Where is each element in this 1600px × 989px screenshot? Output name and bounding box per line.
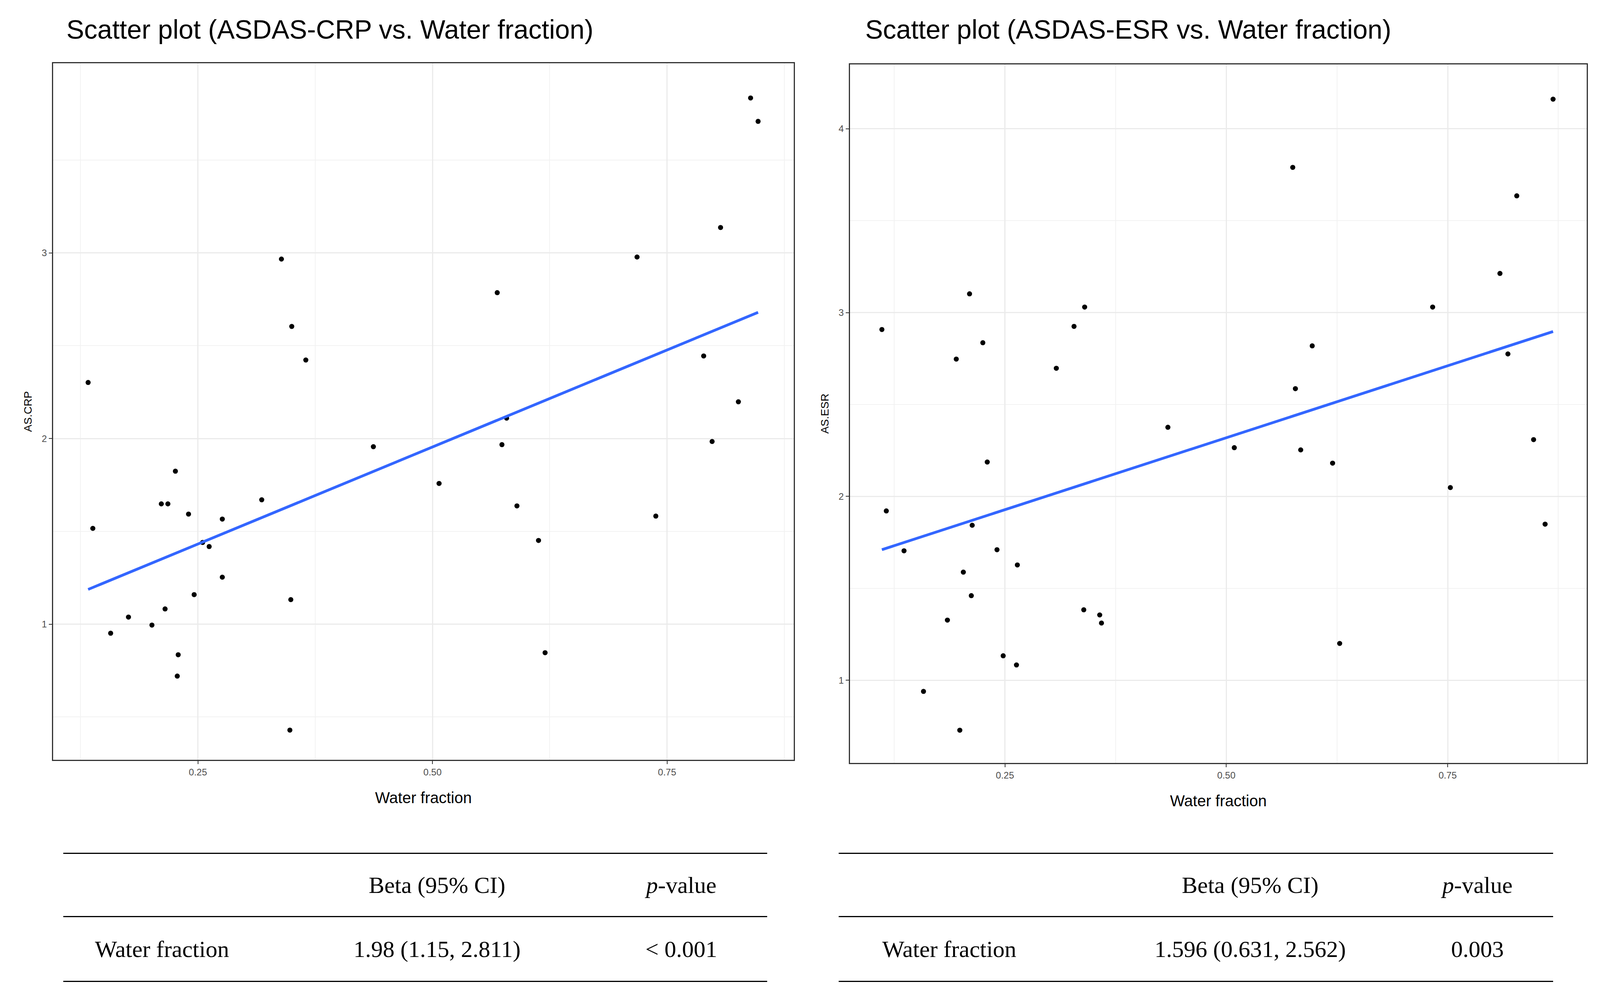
- svg-text:0.75: 0.75: [657, 767, 677, 778]
- html-text:1.98 (1.15, 2.811): 1.98 (1.15, 2.811): [353, 936, 521, 963]
- html-text:Water fraction: Water fraction: [882, 936, 1017, 963]
- html-text:< 0.001: < 0.001: [645, 936, 718, 963]
- html-text:p -value: p -value: [646, 872, 717, 899]
- svg-text:AS.CRP: AS.CRP: [21, 391, 34, 433]
- html-text:Beta (95% CI): Beta (95% CI): [1181, 872, 1319, 899]
- svg-text:Water fraction: Water fraction: [1169, 792, 1267, 810]
- html-text:Beta (95% CI): Beta (95% CI): [368, 872, 506, 899]
- svg-text:2: 2: [41, 433, 47, 445]
- svg-text:Water fraction: Water fraction: [375, 789, 472, 807]
- html-text:p -value: p -value: [1442, 872, 1513, 899]
- svg-text:3: 3: [838, 307, 844, 318]
- svg-text:1: 1: [838, 675, 844, 686]
- svg-text:4: 4: [838, 123, 844, 134]
- svg-text:0.25: 0.25: [995, 770, 1015, 781]
- html-text:0.003: 0.003: [1451, 936, 1504, 963]
- svg-text:1: 1: [41, 619, 47, 630]
- svg-text:0.50: 0.50: [1217, 770, 1236, 781]
- svg-text:AS.ESR: AS.ESR: [818, 393, 831, 434]
- svg-text:2: 2: [838, 491, 844, 502]
- svg-text:0.25: 0.25: [188, 767, 208, 778]
- svg-text:0.75: 0.75: [1438, 770, 1458, 781]
- svg-text:3: 3: [41, 247, 47, 259]
- html-text:1.596 (0.631, 2.562): 1.596 (0.631, 2.562): [1154, 936, 1346, 963]
- svg-text:Scatter plot (ASDAS-CRP vs. Wa: Scatter plot (ASDAS-CRP vs. Water fracti…: [66, 14, 594, 45]
- svg-text:0.50: 0.50: [423, 767, 442, 778]
- svg-text:Scatter plot (ASDAS-ESR vs. Wa: Scatter plot (ASDAS-ESR vs. Water fracti…: [865, 14, 1392, 45]
- html-text:Water fraction: Water fraction: [94, 936, 230, 963]
